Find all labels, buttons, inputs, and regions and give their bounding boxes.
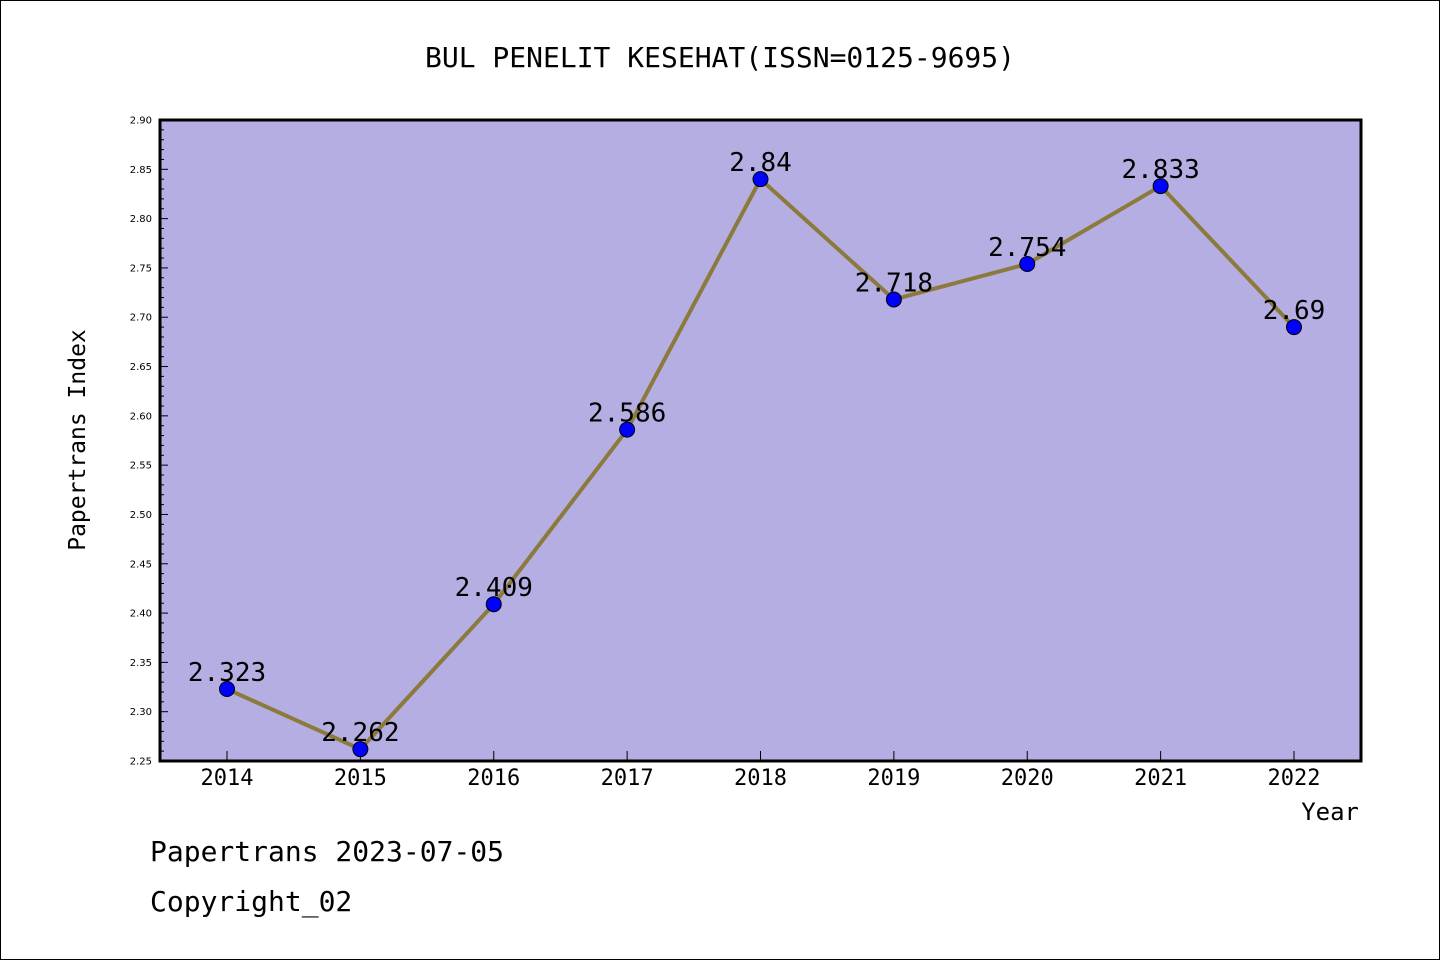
y-tick-label: 2.70 <box>130 313 152 324</box>
y-tick-label: 2.65 <box>130 362 152 373</box>
data-label: 2.323 <box>188 658 266 688</box>
data-label: 2.718 <box>855 268 933 298</box>
data-point <box>1286 319 1302 336</box>
series-layer <box>219 171 1302 758</box>
y-axis-title: Papertrans Index <box>65 329 91 551</box>
data-point <box>1019 255 1036 272</box>
data-label: 2.833 <box>1121 155 1199 185</box>
y-tick-label: 2.85 <box>130 165 152 176</box>
x-tick-label: 2014 <box>201 766 254 791</box>
x-tick-label: 2021 <box>1134 766 1187 791</box>
plot-area <box>158 118 1363 763</box>
data-point <box>219 681 235 698</box>
y-axis: 2.25 2.30 2.35 2.40 2.45 2.50 2.55 2.60 2.65 2.70… <box>130 116 168 768</box>
x-axis: 2014 2015 2016 2017 2018 2019 2020 2021 2022 <box>201 751 1321 791</box>
footer-date-line: Papertrans 2023-07-05 <box>150 835 505 868</box>
data-label: 2.409 <box>455 573 533 603</box>
data-label: 2.84 <box>729 148 792 178</box>
x-tick-label: 2018 <box>734 766 787 791</box>
data-point <box>885 291 902 308</box>
x-axis-title: Year <box>1301 798 1359 826</box>
x-tick-label: 2020 <box>1001 766 1054 791</box>
data-point <box>485 596 502 613</box>
data-label: 2.69 <box>1263 296 1326 326</box>
data-label: 2.754 <box>988 233 1066 263</box>
data-point <box>752 171 769 188</box>
y-tick-label: 2.40 <box>130 609 152 620</box>
chart-title: BUL PENELIT KESEHAT(ISSN=0125-9695) <box>425 41 1015 74</box>
x-tick-label: 2015 <box>334 766 387 791</box>
y-tick-label: 2.35 <box>130 658 152 669</box>
y-tick-label: 2.80 <box>130 214 152 225</box>
footer-copyright-line: Copyright_02 <box>150 885 353 918</box>
y-tick-label: 2.60 <box>130 411 152 422</box>
data-point <box>352 741 369 758</box>
x-tick-label: 2017 <box>601 766 654 791</box>
x-tick-label: 2019 <box>867 766 920 791</box>
x-tick-label: 2016 <box>467 766 520 791</box>
data-label: 2.262 <box>321 718 399 748</box>
data-point <box>619 421 636 438</box>
y-tick-label: 2.25 <box>130 757 152 768</box>
y-tick-label: 2.75 <box>130 263 152 274</box>
data-point <box>1152 178 1169 195</box>
data-label: 2.586 <box>588 399 666 429</box>
y-tick-label: 2.90 <box>130 116 152 127</box>
data-labels-layer: 2.323 2.262 2.409 2.586 2.84 2.718 2.754 2.833 2… <box>188 148 1325 748</box>
y-tick-label: 2.50 <box>130 510 152 521</box>
y-tick-label: 2.55 <box>130 461 152 472</box>
y-tick-label: 2.45 <box>130 559 152 570</box>
x-tick-label: 2022 <box>1268 766 1321 791</box>
y-tick-label: 2.30 <box>130 707 152 718</box>
